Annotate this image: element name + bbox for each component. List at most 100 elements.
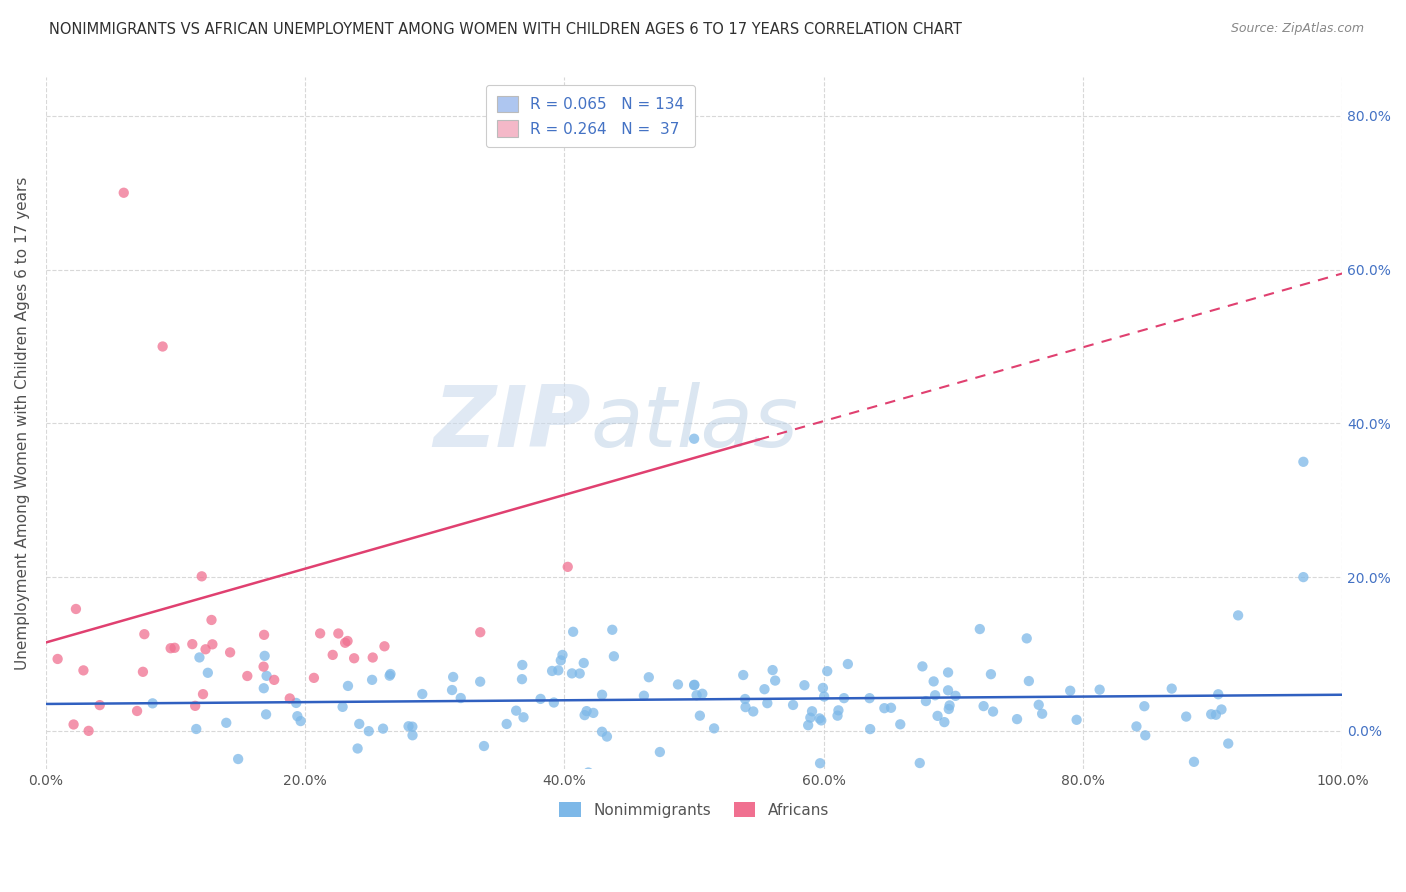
Point bbox=[574, 708, 596, 723]
Point bbox=[302, 671, 325, 685]
Point bbox=[915, 694, 938, 708]
Point bbox=[762, 663, 785, 677]
Point bbox=[1160, 681, 1182, 696]
Point bbox=[253, 681, 276, 696]
Point bbox=[285, 696, 308, 710]
Point bbox=[808, 711, 831, 725]
Point bbox=[782, 698, 804, 712]
Point bbox=[200, 613, 222, 627]
Point bbox=[648, 745, 671, 759]
Point bbox=[328, 626, 350, 640]
Point bbox=[510, 657, 533, 672]
Point bbox=[858, 691, 880, 706]
Point bbox=[591, 688, 613, 702]
Point bbox=[278, 691, 301, 706]
Point bbox=[46, 652, 69, 666]
Point bbox=[181, 637, 204, 651]
Point bbox=[254, 707, 277, 722]
Point bbox=[733, 668, 755, 682]
Point bbox=[285, 709, 308, 723]
Point bbox=[596, 730, 619, 744]
Point bbox=[529, 692, 551, 706]
Point bbox=[470, 674, 492, 689]
Point bbox=[813, 690, 835, 704]
Point bbox=[683, 678, 706, 692]
Point bbox=[411, 687, 433, 701]
Point bbox=[72, 664, 94, 678]
Point bbox=[398, 719, 420, 733]
Point bbox=[945, 689, 967, 703]
Point bbox=[591, 724, 613, 739]
Point bbox=[236, 669, 259, 683]
Point bbox=[336, 679, 359, 693]
Point bbox=[973, 699, 995, 714]
Point bbox=[184, 698, 207, 713]
Point bbox=[880, 700, 903, 714]
Point bbox=[191, 687, 214, 701]
Point bbox=[859, 722, 882, 736]
Point bbox=[441, 683, 464, 698]
Point bbox=[62, 717, 84, 731]
Point bbox=[936, 683, 959, 698]
Point bbox=[1031, 706, 1053, 721]
Point bbox=[256, 669, 278, 683]
Point bbox=[252, 659, 274, 673]
Point bbox=[401, 728, 423, 742]
Point bbox=[815, 664, 838, 678]
Point bbox=[934, 715, 956, 730]
Point bbox=[1292, 455, 1315, 469]
Point bbox=[799, 711, 821, 725]
Point bbox=[633, 689, 655, 703]
Point bbox=[543, 696, 565, 710]
Point bbox=[401, 720, 423, 734]
Point bbox=[541, 664, 564, 678]
Point bbox=[1218, 737, 1240, 751]
Point bbox=[263, 673, 285, 687]
Point bbox=[582, 706, 605, 720]
Point bbox=[911, 659, 934, 673]
Point bbox=[683, 432, 706, 446]
Point bbox=[537, 774, 560, 789]
Point bbox=[938, 702, 960, 716]
Point bbox=[1028, 698, 1050, 712]
Point bbox=[1227, 608, 1250, 623]
Point bbox=[132, 665, 155, 679]
Point bbox=[163, 640, 186, 655]
Point bbox=[343, 651, 366, 665]
Point bbox=[201, 637, 224, 651]
Y-axis label: Unemployment Among Women with Children Ages 6 to 17 years: Unemployment Among Women with Children A… bbox=[15, 177, 30, 670]
Point bbox=[832, 691, 855, 706]
Point bbox=[557, 559, 579, 574]
Point bbox=[357, 724, 380, 739]
Point bbox=[936, 665, 959, 680]
Point bbox=[797, 718, 820, 732]
Point bbox=[142, 697, 165, 711]
Point bbox=[1135, 728, 1157, 742]
Point bbox=[922, 674, 945, 689]
Point bbox=[1005, 712, 1028, 726]
Point bbox=[77, 723, 100, 738]
Point bbox=[441, 670, 464, 684]
Text: NONIMMIGRANTS VS AFRICAN UNEMPLOYMENT AMONG WOMEN WITH CHILDREN AGES 6 TO 17 YEA: NONIMMIGRANTS VS AFRICAN UNEMPLOYMENT AM… bbox=[49, 22, 962, 37]
Point bbox=[1133, 699, 1156, 714]
Point bbox=[927, 709, 949, 723]
Point bbox=[112, 186, 135, 200]
Point bbox=[215, 715, 238, 730]
Point bbox=[1211, 702, 1233, 716]
Point bbox=[575, 704, 598, 718]
Point bbox=[551, 648, 574, 662]
Point bbox=[308, 769, 330, 783]
Point bbox=[361, 673, 384, 687]
Point bbox=[837, 657, 859, 671]
Point bbox=[827, 703, 849, 717]
Point bbox=[576, 765, 599, 780]
Point bbox=[510, 672, 533, 686]
Point bbox=[378, 668, 401, 682]
Point bbox=[969, 622, 991, 636]
Point bbox=[1018, 673, 1040, 688]
Point bbox=[371, 722, 394, 736]
Point bbox=[734, 700, 756, 714]
Point bbox=[703, 722, 725, 736]
Point bbox=[346, 741, 368, 756]
Point bbox=[1059, 683, 1081, 698]
